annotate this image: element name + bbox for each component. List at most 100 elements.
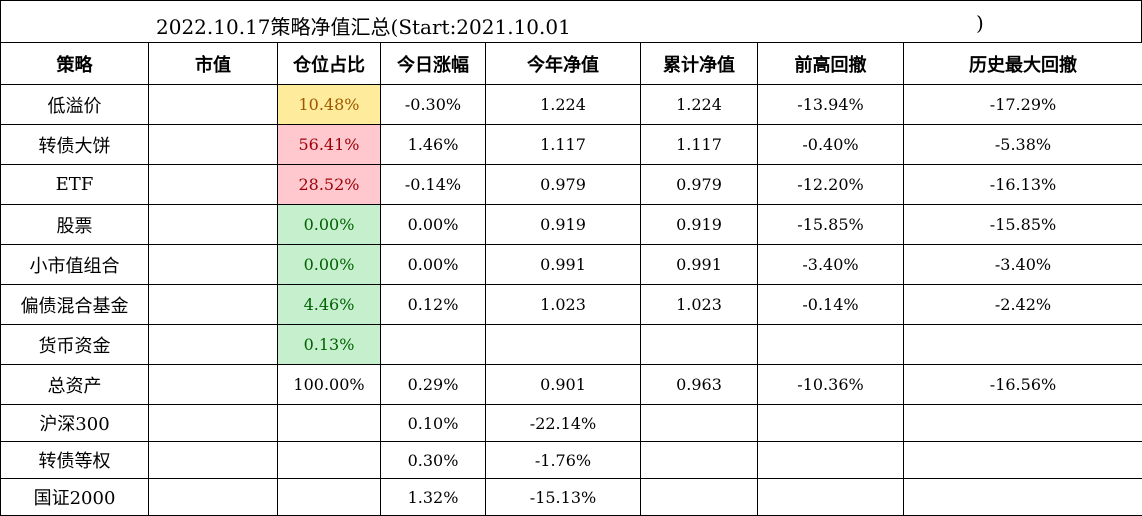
cell <box>757 404 904 442</box>
header-row: 策略 市值 仓位占比 今日涨幅 今年净值 累计净值 前高回撤 历史最大回撤 <box>0 42 1142 85</box>
cell: 0.979 <box>485 164 641 205</box>
strategy-name: 小市值组合 <box>0 244 149 285</box>
cell: 0.919 <box>640 204 758 245</box>
header-cell: 今年净值 <box>485 42 641 85</box>
cell <box>148 404 278 442</box>
strategy-name: 总资产 <box>0 364 149 405</box>
cell: -2.42% <box>903 284 1142 325</box>
cell <box>380 324 486 365</box>
cell: 1.32% <box>380 478 486 516</box>
cell: 0.29% <box>380 364 486 405</box>
cell: 1.023 <box>485 284 641 325</box>
cell <box>903 478 1142 516</box>
strategy-name: 转债等权 <box>0 441 149 479</box>
cell: 0.12% <box>380 284 486 325</box>
strategy-name: 低溢价 <box>0 84 149 125</box>
cell: 0.30% <box>380 441 486 479</box>
cell: 4.46% <box>277 284 381 325</box>
cell <box>148 244 278 285</box>
cell <box>903 441 1142 479</box>
cell: -3.40% <box>757 244 904 285</box>
cell: -5.38% <box>903 124 1142 165</box>
strategy-name: 偏债混合基金 <box>0 284 149 325</box>
cell <box>148 284 278 325</box>
cell <box>903 324 1142 365</box>
cell: 28.52% <box>277 164 381 205</box>
cell: -17.29% <box>903 84 1142 125</box>
table-row: 小市值组合 0.00% 0.00% 0.991 0.991 -3.40% -3.40% <box>0 244 1142 285</box>
cell: 1.117 <box>485 124 641 165</box>
cell: -22.14% <box>485 404 641 442</box>
table-row: 国证2000 1.32% -15.13% <box>0 478 1142 516</box>
cell: 0.00% <box>277 204 381 245</box>
cell: -0.14% <box>380 164 486 205</box>
cell <box>277 478 381 516</box>
cell: 1.224 <box>640 84 758 125</box>
table-row: 转债等权 0.30% -1.76% <box>0 441 1142 479</box>
table-row: 股票 0.00% 0.00% 0.919 0.919 -15.85% -15.85% <box>0 204 1142 245</box>
summary-table: 策略 市值 仓位占比 今日涨幅 今年净值 累计净值 前高回撤 历史最大回撤 低溢价 10.48%… <box>0 42 1142 516</box>
cell <box>757 324 904 365</box>
table-row: 总资产 100.00% 0.29% 0.901 0.963 -10.36% -16.56% <box>0 364 1142 405</box>
header-cell: 累计净值 <box>640 42 758 85</box>
table-row: 沪深300 0.10% -22.14% <box>0 404 1142 442</box>
cell: -10.36% <box>757 364 904 405</box>
cell: 1.224 <box>485 84 641 125</box>
cell: 1.023 <box>640 284 758 325</box>
cell <box>148 364 278 405</box>
table-row: 偏债混合基金 4.46% 0.12% 1.023 1.023 -0.14% -2.42% <box>0 284 1142 325</box>
cell: 0.00% <box>380 204 486 245</box>
header-cell: 策略 <box>0 42 149 85</box>
cell: -15.85% <box>757 204 904 245</box>
strategy-name: 国证2000 <box>0 478 149 516</box>
cell <box>640 324 758 365</box>
cell: 1.117 <box>640 124 758 165</box>
cell <box>148 441 278 479</box>
cell <box>640 478 758 516</box>
cell: 0.919 <box>485 204 641 245</box>
table-row: 货币资金 0.13% <box>0 324 1142 365</box>
cell: -0.30% <box>380 84 486 125</box>
cell: 0.991 <box>640 244 758 285</box>
cell: -13.94% <box>757 84 904 125</box>
cell <box>640 441 758 479</box>
cell: -3.40% <box>903 244 1142 285</box>
cell: 0.979 <box>640 164 758 205</box>
header-cell: 前高回撤 <box>757 42 904 85</box>
strategy-name: 股票 <box>0 204 149 245</box>
cell: 0.963 <box>640 364 758 405</box>
cell: 0.00% <box>380 244 486 285</box>
cell <box>640 404 758 442</box>
cell <box>148 84 278 125</box>
strategy-name: 沪深300 <box>0 404 149 442</box>
cell: 0.991 <box>485 244 641 285</box>
cell: 0.00% <box>277 244 381 285</box>
cell <box>757 441 904 479</box>
strategy-name: 货币资金 <box>0 324 149 365</box>
cell <box>485 324 641 365</box>
table-row: ETF 28.52% -0.14% 0.979 0.979 -12.20% -16.13% <box>0 164 1142 205</box>
table-row: 低溢价 10.48% -0.30% 1.224 1.224 -13.94% -17.29% <box>0 84 1142 125</box>
cell: 0.13% <box>277 324 381 365</box>
cell <box>148 164 278 205</box>
cell: 1.46% <box>380 124 486 165</box>
cell: -16.13% <box>903 164 1142 205</box>
table-row: 转债大饼 56.41% 1.46% 1.117 1.117 -0.40% -5.38% <box>0 124 1142 165</box>
cell: 10.48% <box>277 84 381 125</box>
cell: 56.41% <box>277 124 381 165</box>
cell <box>277 441 381 479</box>
title: 2022.10.17策略净值汇总(Start:2021.10.01 <box>156 15 571 39</box>
header-cell: 历史最大回撤 <box>903 42 1142 85</box>
cell: -1.76% <box>485 441 641 479</box>
cell: 0.10% <box>380 404 486 442</box>
cell <box>148 124 278 165</box>
cell: -12.20% <box>757 164 904 205</box>
cell: -0.40% <box>757 124 904 165</box>
title-bar: 2022.10.17策略净值汇总(Start:2021.10.01 ) <box>0 0 1142 42</box>
cell: -16.56% <box>903 364 1142 405</box>
cell <box>148 478 278 516</box>
cell <box>757 478 904 516</box>
cell <box>277 404 381 442</box>
header-cell: 市值 <box>148 42 278 85</box>
